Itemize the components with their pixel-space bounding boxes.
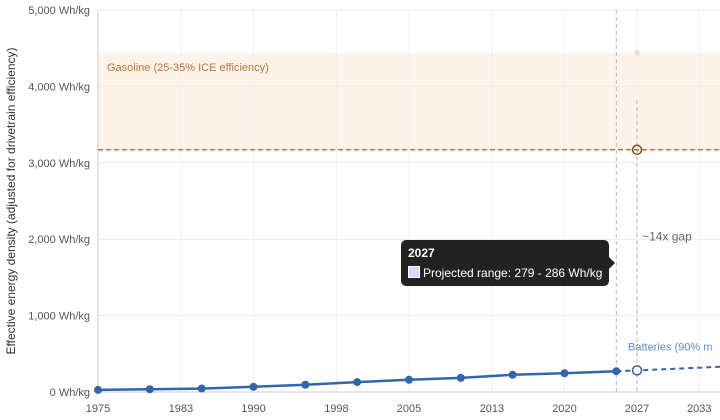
x-tick-label: 2027 xyxy=(625,403,649,415)
x-tick-label: 2033 xyxy=(687,403,711,415)
chart-tooltip: 2027 Projected range: 279 - 286 Wh/kg xyxy=(401,240,615,286)
battery-highlight-point[interactable] xyxy=(631,365,643,376)
tooltip-swatch-icon xyxy=(408,266,420,278)
battery-data-point[interactable] xyxy=(456,373,465,382)
y-tick-label: 5,000 Wh/kg xyxy=(28,5,90,17)
x-tick-label: 2013 xyxy=(480,403,504,415)
battery-data-point[interactable] xyxy=(405,375,413,384)
battery-data-point[interactable] xyxy=(249,382,258,391)
tooltip-row: Projected range: 279 - 286 Wh/kg xyxy=(408,264,602,282)
gasoline-band-label: Gasoline (25-35% ICE efficiency) xyxy=(107,62,269,74)
y-tick-label: 1,000 Wh/kg xyxy=(28,311,90,323)
grid-lines xyxy=(97,9,720,393)
battery-data-point[interactable] xyxy=(612,367,621,376)
y-tick-label: 2,000 Wh/kg xyxy=(28,234,90,246)
battery-data-point[interactable] xyxy=(560,369,569,378)
x-tick-label: 1998 xyxy=(324,403,348,415)
y-tick-label: 0 Wh/kg xyxy=(50,387,90,399)
x-tick-label: 1983 xyxy=(169,403,193,415)
battery-data-point[interactable] xyxy=(94,385,102,394)
tooltip-value: Projected range: 279 - 286 Wh/kg xyxy=(423,266,603,280)
y-tick-label: 3,000 Wh/kg xyxy=(28,158,90,170)
x-tick-label: 1990 xyxy=(241,403,265,415)
gasoline-highlight-point[interactable] xyxy=(631,144,643,156)
battery-series-label: Batteries (90% m xyxy=(628,341,712,353)
battery-points xyxy=(94,367,621,394)
battery-data-point[interactable] xyxy=(301,380,310,389)
x-tick-labels: 1975 1983 1990 1998 2005 2013 2020 2027 2033 xyxy=(86,403,712,415)
battery-data-point[interactable] xyxy=(145,385,154,394)
battery-data-point[interactable] xyxy=(508,370,517,379)
gasoline-top-marker xyxy=(634,49,641,56)
y-tick-label: 4,000 Wh/kg xyxy=(28,81,90,93)
battery-data-point[interactable] xyxy=(197,384,206,393)
x-tick-label: 2005 xyxy=(397,403,421,415)
x-tick-label: 2020 xyxy=(552,403,576,415)
y-tick-labels: 0 Wh/kg 1,000 Wh/kg 2,000 Wh/kg 3,000 Wh/kg… xyxy=(28,5,90,399)
y-axis-label: Effective energy density (adjusted for d… xyxy=(4,47,18,354)
gap-annotation: ~14x gap xyxy=(642,230,692,244)
tooltip-title: 2027 xyxy=(408,246,435,260)
battery-data-point[interactable] xyxy=(353,378,362,387)
x-tick-label: 1975 xyxy=(86,403,110,415)
